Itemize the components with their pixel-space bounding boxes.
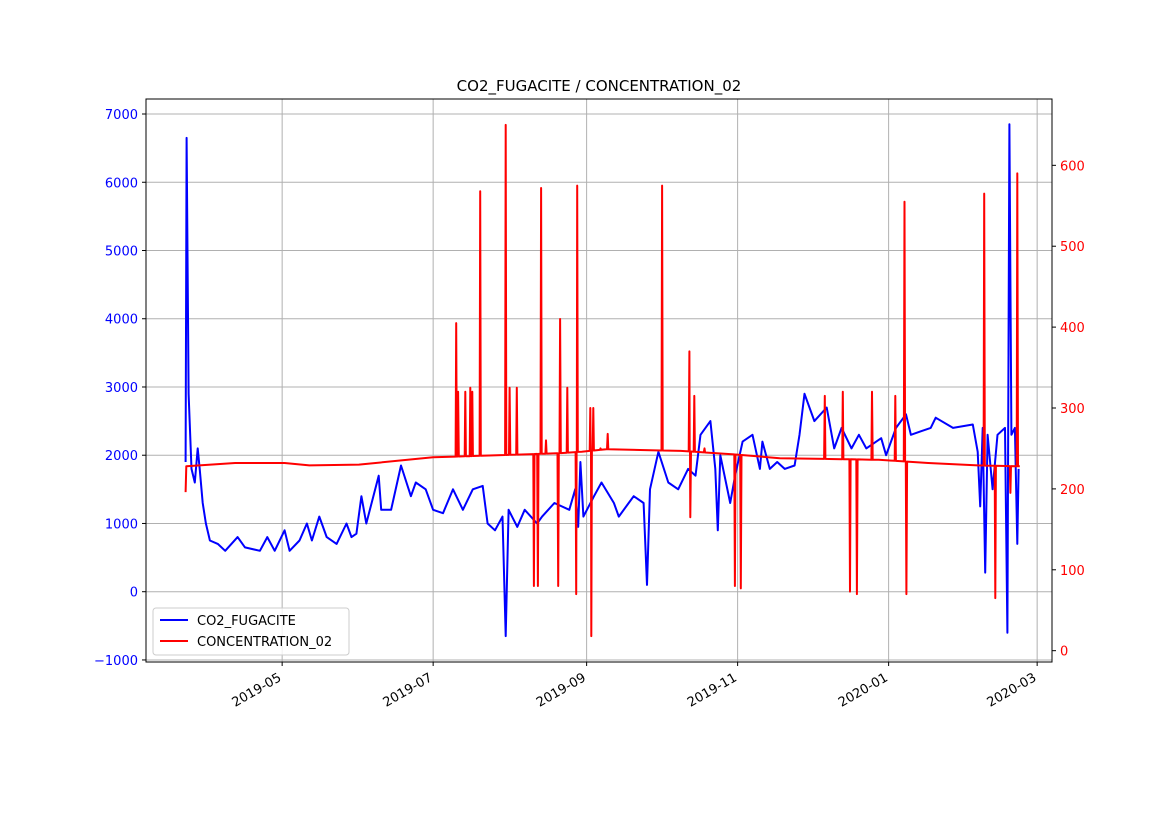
grid [146, 99, 1052, 662]
left-y-tick-label: 5000 [105, 244, 138, 259]
left-y-tick-label: 0 [130, 586, 138, 601]
left-y-tick-label: 7000 [105, 108, 138, 123]
left-y-tick-label: 4000 [105, 313, 138, 328]
right-y-tick-label: 0 [1060, 645, 1068, 660]
right-y-tick-label: 300 [1060, 402, 1085, 417]
left-y-tick-label: 6000 [105, 176, 138, 191]
right-y-tick-label: 500 [1060, 240, 1085, 255]
plot-frame [145, 98, 1053, 663]
legend-label-co2: CO2_FUGACITE [197, 614, 296, 629]
legend-box [152, 607, 350, 656]
left-y-tick-label: −1000 [94, 654, 138, 669]
right-y-tick-label: 600 [1060, 159, 1085, 174]
right-y-tick-label: 100 [1060, 564, 1085, 579]
right-y-tick-label: 200 [1060, 483, 1085, 498]
series-lines [184, 123, 1020, 638]
left-y-tick-label: 1000 [105, 517, 138, 532]
left-y-tick-label: 2000 [105, 449, 138, 464]
legend: CO2_FUGACITE CONCENTRATION_02 [152, 607, 350, 656]
left-y-tick-label: 3000 [105, 381, 138, 396]
series-line-concentration-02 [184, 123, 1020, 638]
chart-title: CO2_FUGACITE / CONCENTRATION_02 [457, 77, 742, 96]
series-line-co2-fugacite [184, 123, 1020, 638]
legend-label-concentration: CONCENTRATION_02 [197, 635, 332, 650]
right-y-tick-label: 400 [1060, 321, 1085, 336]
